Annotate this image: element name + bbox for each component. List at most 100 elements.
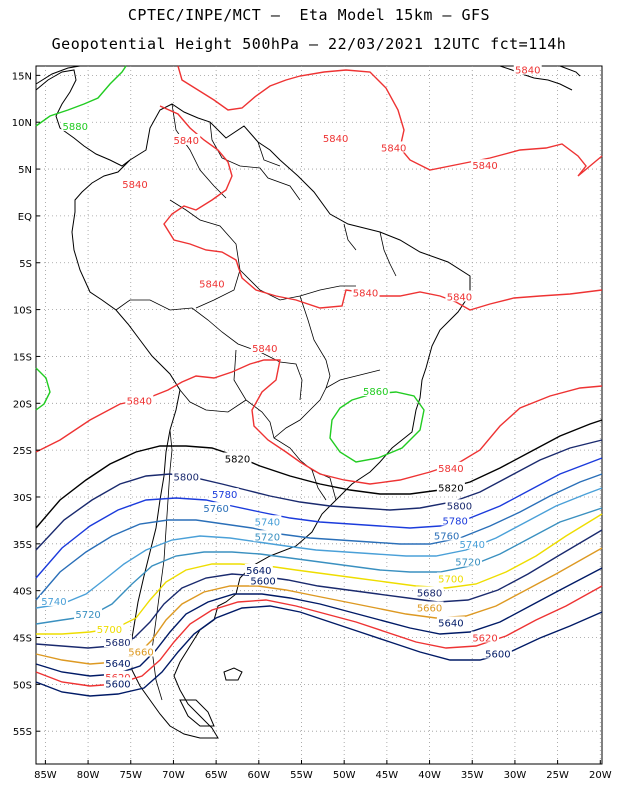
contour-label-5780: 5780 — [442, 516, 467, 527]
contour-label-5640: 5640 — [246, 566, 271, 577]
contour-label-5600: 5600 — [250, 576, 275, 587]
contour-label-5880: 5880 — [63, 122, 88, 133]
contour-label-5640: 5640 — [105, 659, 130, 670]
contour-5840-south — [35, 359, 603, 485]
contour-5800 — [35, 439, 603, 551]
contour-label-5720: 5720 — [455, 558, 480, 569]
chart-title-line2: Geopotential Height 500hPa – 22/03/2021 … — [51, 35, 567, 53]
lat-tick-label: 30S — [13, 493, 32, 504]
contour-label-bg — [361, 385, 390, 397]
contour-label-5840: 5840 — [515, 66, 540, 77]
lon-tick-label: 40W — [418, 770, 441, 781]
contour-label-bg — [249, 574, 278, 586]
contour-label-bg — [210, 488, 239, 500]
contour-label-bg — [441, 514, 470, 526]
lat-tick-label: 45S — [13, 634, 32, 645]
contour-label-5740: 5740 — [41, 597, 66, 608]
contour-label-bg — [445, 290, 474, 302]
coast-central-america-north — [35, 65, 81, 85]
contour-5880-left — [35, 367, 51, 411]
contour-label-bg — [197, 277, 226, 289]
contour-5780 — [35, 457, 603, 579]
contour-label-bg — [253, 530, 282, 542]
lat-tick-label: 10S — [13, 306, 32, 317]
contour-label-bg — [351, 286, 380, 298]
contour-label-bg — [244, 563, 273, 575]
lat-tick-label: 15S — [13, 352, 32, 363]
contour-label-5660: 5660 — [128, 648, 153, 659]
contour-label-bg — [513, 63, 542, 75]
contour-label-5700: 5700 — [438, 574, 463, 585]
contour-label-bg — [223, 452, 252, 464]
coast-falklands — [223, 667, 243, 681]
contour-label-5760: 5760 — [203, 504, 228, 515]
coast-tierra-del-fuego — [179, 699, 215, 727]
contour-label-bg — [202, 502, 231, 514]
contour-label-5800: 5800 — [174, 472, 199, 483]
contour-5720 — [35, 507, 603, 625]
contour-label-bg — [39, 594, 68, 606]
contour-label-bg — [127, 645, 156, 657]
contour-5840-mid — [159, 105, 603, 311]
lat-tick-label: 5S — [19, 259, 32, 270]
contour-label-5660: 5660 — [417, 603, 442, 614]
lat-tick-label: 40S — [13, 587, 32, 598]
contour-label-bg — [103, 677, 132, 689]
lat-tick-label: 5N — [18, 165, 32, 176]
contour-label-bg — [74, 608, 103, 620]
contour-label-5740: 5740 — [460, 540, 485, 551]
coast-central-america — [35, 69, 131, 167]
lon-tick-label: 50W — [333, 770, 356, 781]
contour-label-bg — [436, 481, 465, 493]
lat-tick-label: EQ — [18, 212, 32, 223]
contour-5840-north — [177, 65, 603, 177]
lon-tick-label: 30W — [504, 770, 527, 781]
contour-label-bg — [172, 133, 201, 145]
contour-label-5840: 5840 — [353, 289, 378, 300]
lon-tick-label: 60W — [248, 770, 271, 781]
lat-tick-label: 50S — [13, 680, 32, 691]
contour-label-5600: 5600 — [105, 679, 130, 690]
contour-label-5720: 5720 — [255, 532, 280, 543]
contour-label-bg — [483, 647, 512, 659]
contour-label-bg — [445, 499, 474, 511]
contour-label-bg — [61, 119, 90, 131]
lon-tick-label: 85W — [34, 770, 57, 781]
lat-tick-label: 35S — [13, 540, 32, 551]
contour-label-5680: 5680 — [105, 638, 130, 649]
contour-label-bg — [436, 572, 465, 584]
contour-label-bg — [121, 177, 150, 189]
contour-label-5840: 5840 — [447, 292, 472, 303]
contour-label-bg — [436, 616, 465, 628]
lat-tick-label: 10N — [12, 118, 32, 129]
contour-label-bg — [379, 141, 408, 153]
contour-labels: 5840 5840 5840 5840 5840 5840 5840 5840 5840 5840… — [39, 63, 542, 690]
graticule — [36, 66, 602, 764]
lat-tick-label: 20S — [13, 399, 32, 410]
lat-tick-label: 25S — [13, 446, 32, 457]
contour-label-5840: 5840 — [122, 180, 147, 191]
contour-5700 — [36, 513, 603, 635]
contour-label-bg — [250, 341, 279, 353]
contour-label-5840: 5840 — [323, 134, 348, 145]
contour-label-bg — [415, 601, 444, 613]
lon-tick-label: 35W — [461, 770, 484, 781]
contour-label-5700: 5700 — [97, 625, 122, 636]
contour-label-bg — [95, 623, 124, 635]
contour-label-5680: 5680 — [417, 588, 442, 599]
lat-tick-label: 55S — [13, 727, 32, 738]
contour-label-5820: 5820 — [438, 484, 463, 495]
contour-label-5780: 5780 — [212, 490, 237, 501]
contour-label-5840: 5840 — [472, 161, 497, 172]
contour-label-5720: 5720 — [75, 610, 100, 621]
contour-label-bg — [125, 394, 154, 406]
contour-label-bg — [415, 586, 444, 598]
lon-tick-label: 25W — [546, 770, 569, 781]
lon-tick-label: 80W — [77, 770, 100, 781]
contour-label-5740: 5740 — [255, 517, 280, 528]
contour-label-5760: 5760 — [434, 531, 459, 542]
lon-tick-label: 55W — [290, 770, 313, 781]
country-borders — [115, 103, 397, 701]
contour-label-bg — [103, 670, 132, 682]
